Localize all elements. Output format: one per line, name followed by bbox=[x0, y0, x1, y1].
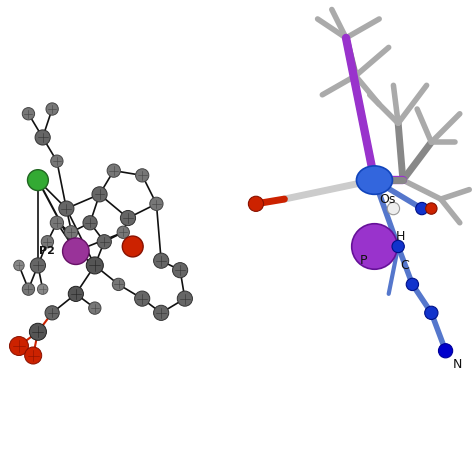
Text: P2: P2 bbox=[39, 246, 55, 256]
Circle shape bbox=[135, 291, 150, 306]
Text: N: N bbox=[453, 358, 462, 372]
Circle shape bbox=[27, 170, 48, 191]
Circle shape bbox=[416, 202, 428, 215]
Ellipse shape bbox=[356, 166, 392, 194]
Circle shape bbox=[122, 236, 143, 257]
Circle shape bbox=[173, 263, 188, 278]
Circle shape bbox=[51, 155, 63, 167]
Circle shape bbox=[37, 284, 48, 294]
Circle shape bbox=[28, 171, 47, 190]
Circle shape bbox=[29, 323, 46, 340]
Circle shape bbox=[14, 260, 24, 271]
Circle shape bbox=[97, 235, 111, 249]
Circle shape bbox=[25, 347, 42, 364]
Circle shape bbox=[392, 240, 404, 253]
Circle shape bbox=[112, 278, 125, 291]
Circle shape bbox=[30, 258, 46, 273]
Circle shape bbox=[406, 278, 419, 291]
Circle shape bbox=[177, 291, 192, 306]
Circle shape bbox=[426, 203, 437, 214]
Circle shape bbox=[45, 306, 59, 320]
Circle shape bbox=[248, 196, 264, 211]
Circle shape bbox=[41, 236, 54, 248]
Text: P: P bbox=[360, 254, 368, 267]
Text: Os: Os bbox=[379, 192, 396, 206]
Circle shape bbox=[22, 283, 35, 295]
Circle shape bbox=[46, 103, 58, 115]
Circle shape bbox=[154, 305, 169, 320]
Circle shape bbox=[22, 108, 35, 120]
Circle shape bbox=[89, 302, 101, 314]
Circle shape bbox=[117, 226, 129, 238]
Circle shape bbox=[136, 169, 149, 182]
Text: H: H bbox=[396, 230, 405, 244]
Text: C: C bbox=[401, 259, 409, 272]
Circle shape bbox=[425, 306, 438, 319]
Circle shape bbox=[9, 337, 28, 356]
Circle shape bbox=[438, 344, 453, 358]
Circle shape bbox=[50, 216, 64, 229]
Circle shape bbox=[150, 197, 163, 210]
Circle shape bbox=[154, 253, 169, 268]
Circle shape bbox=[120, 210, 136, 226]
Circle shape bbox=[68, 286, 83, 301]
Circle shape bbox=[83, 216, 97, 230]
Circle shape bbox=[86, 257, 103, 274]
Circle shape bbox=[35, 130, 50, 145]
Circle shape bbox=[63, 238, 89, 264]
Circle shape bbox=[387, 202, 400, 215]
Circle shape bbox=[59, 201, 74, 216]
Circle shape bbox=[92, 187, 107, 202]
Circle shape bbox=[64, 226, 78, 239]
Circle shape bbox=[107, 164, 120, 177]
Circle shape bbox=[352, 224, 397, 269]
